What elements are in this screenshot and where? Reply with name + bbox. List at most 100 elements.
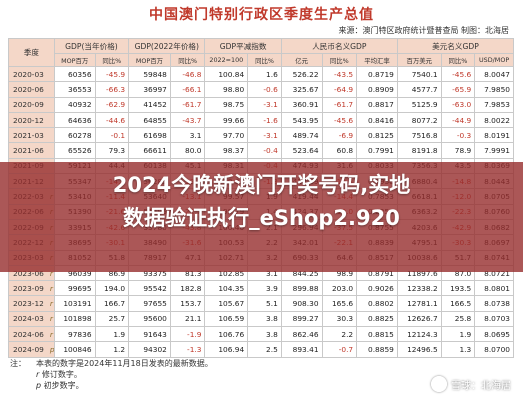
table-cell: 899.27	[280, 310, 323, 328]
table-cell: 36997	[128, 81, 171, 98]
table-cell: 0.8859	[356, 341, 398, 358]
table-cell: 0.8815	[356, 326, 398, 343]
table-cell: 899.88	[280, 280, 323, 297]
quarter-cell: 2024-06 r	[8, 326, 55, 343]
table-cell: 203.0	[321, 280, 358, 297]
quarter-label: 2023-12	[13, 299, 44, 309]
table-cell: -66.3	[94, 81, 130, 98]
revision-flag: r	[49, 283, 53, 293]
quarter-label: 2020-12	[13, 115, 44, 125]
table-row: 2021-06 65526 79.3 66611 80.0 98.37 -0.4 523.64…	[8, 142, 514, 159]
table-cell: 99695	[53, 280, 96, 297]
header-gdp-usd: 美元名义GDP	[396, 38, 515, 54]
table-cell: 2.5	[247, 341, 282, 358]
table-cell: 0.7991	[356, 142, 398, 159]
header-gdp-2022: GDP(2022年价格)	[128, 38, 206, 54]
quarter-label: 2021-03	[13, 130, 44, 140]
table-cell: 526.22	[280, 65, 323, 83]
table-cell: 60.8	[321, 142, 358, 159]
quarter-cell: 2020-03	[8, 65, 55, 83]
table-cell: 95600	[128, 310, 171, 328]
table-cell: 2.2	[321, 326, 358, 343]
table-cell: -1.9	[169, 326, 206, 343]
table-cell: 7.9850	[474, 81, 514, 98]
source-line: 来源：澳门特区政府统计暨普查局 制图：北海居	[338, 26, 509, 35]
subheader: 平均汇率	[356, 53, 398, 67]
table-cell: 36553	[53, 81, 96, 98]
quarter-label: 2024-06	[13, 329, 44, 339]
table-cell: 97655	[128, 295, 171, 312]
table-cell: -43.7	[169, 111, 206, 129]
table-cell: 908.30	[280, 295, 323, 312]
table-cell: -45.6	[321, 111, 358, 129]
subheader: 同比%	[321, 53, 358, 67]
table-cell: 8.0047	[474, 65, 514, 83]
table-cell: 8.0703	[474, 310, 514, 328]
quarter-cell: 2023-12 r	[8, 295, 55, 312]
table-cell: 8.0738	[474, 295, 514, 312]
table-cell: 489.74	[280, 127, 323, 144]
table-cell: 3.9	[247, 280, 282, 297]
table-cell: 3.1	[169, 127, 206, 144]
quarter-cell: 2024-09 p	[8, 341, 55, 358]
subheader: 同比%	[440, 53, 476, 67]
header-deflator: GDP平减指数	[204, 38, 282, 54]
table-cell: -45.9	[94, 65, 130, 83]
table-cell: 0.8802	[356, 295, 398, 312]
table-cell: 64636	[53, 111, 96, 129]
quarter-label: 2023-06	[13, 268, 44, 278]
quarter-cell: 2020-09	[8, 96, 55, 113]
table-cell: 98.75	[204, 96, 249, 113]
table-cell: -0.6	[247, 81, 282, 98]
table-cell: 97.70	[204, 127, 249, 144]
quarter-label: 2021-06	[13, 146, 44, 156]
table-cell: 0.8125	[356, 127, 398, 144]
table-cell: -0.4	[247, 142, 282, 159]
table-cell: 60356	[53, 65, 96, 83]
table-cell: 12626.7	[396, 310, 442, 328]
table-cell: 8.0022	[474, 111, 514, 129]
table-cell: 0.9026	[356, 280, 398, 297]
table-cell: 80.0	[169, 142, 206, 159]
revision-flag: p	[49, 344, 55, 354]
notes-r-mark: r	[36, 370, 40, 379]
table-cell: -64.9	[321, 81, 358, 98]
quarter-cell: 2023-09 r	[8, 280, 55, 297]
table-cell: 21.1	[169, 310, 206, 328]
table-cell: 104.35	[204, 280, 249, 297]
quarter-cell: 2021-06	[8, 142, 55, 159]
page-title: 中国澳门特别行政区季度生产总值	[149, 7, 374, 23]
subheader: 同比%	[94, 53, 130, 67]
table-cell: -62.9	[94, 96, 130, 113]
table-cell: 106.76	[204, 326, 249, 343]
watermark: 雪球：北海居	[431, 376, 511, 392]
table-cell: 41452	[128, 96, 171, 113]
subheader: 2022=100	[204, 53, 249, 67]
table-cell: -3.1	[247, 127, 282, 144]
table-cell: 8077.2	[396, 111, 442, 129]
table-cell: -65.9	[440, 81, 476, 98]
table-cell: 1.2	[94, 341, 130, 358]
subheader: 亿元	[280, 53, 323, 67]
subheader: MOP百万	[53, 53, 96, 67]
subheader: USD/MOP	[474, 53, 514, 67]
table-cell: 3.8	[247, 326, 282, 343]
table-row: 2024-09 p 100846 1.2 94302 -1.3 106.94 2.5 893.4…	[8, 341, 514, 358]
table-cell: 30.3	[321, 310, 358, 328]
overlay-line-2: 数据验证执行_eShop2.920	[123, 206, 400, 230]
table-cell: 98.80	[204, 81, 249, 98]
table-cell: 8.0191	[474, 127, 514, 144]
table-cell: -61.7	[169, 96, 206, 113]
table-cell: -3.1	[247, 96, 282, 113]
header-gdp-rmb: 人民币名义GDP	[280, 38, 398, 54]
table-cell: -1.6	[247, 111, 282, 129]
table-cell: 360.91	[280, 96, 323, 113]
table-cell: 8.0801	[474, 280, 514, 297]
quarter-label: 2020-03	[13, 69, 44, 79]
header-quarter: 季度	[8, 38, 55, 67]
table-cell: 78.9	[440, 142, 476, 159]
table-cell: 8.0695	[474, 326, 514, 343]
quarter-cell: 2024-03 r	[8, 310, 55, 328]
watermark-text: 雪球：北海居	[451, 380, 511, 392]
table-cell: -44.6	[94, 111, 130, 129]
